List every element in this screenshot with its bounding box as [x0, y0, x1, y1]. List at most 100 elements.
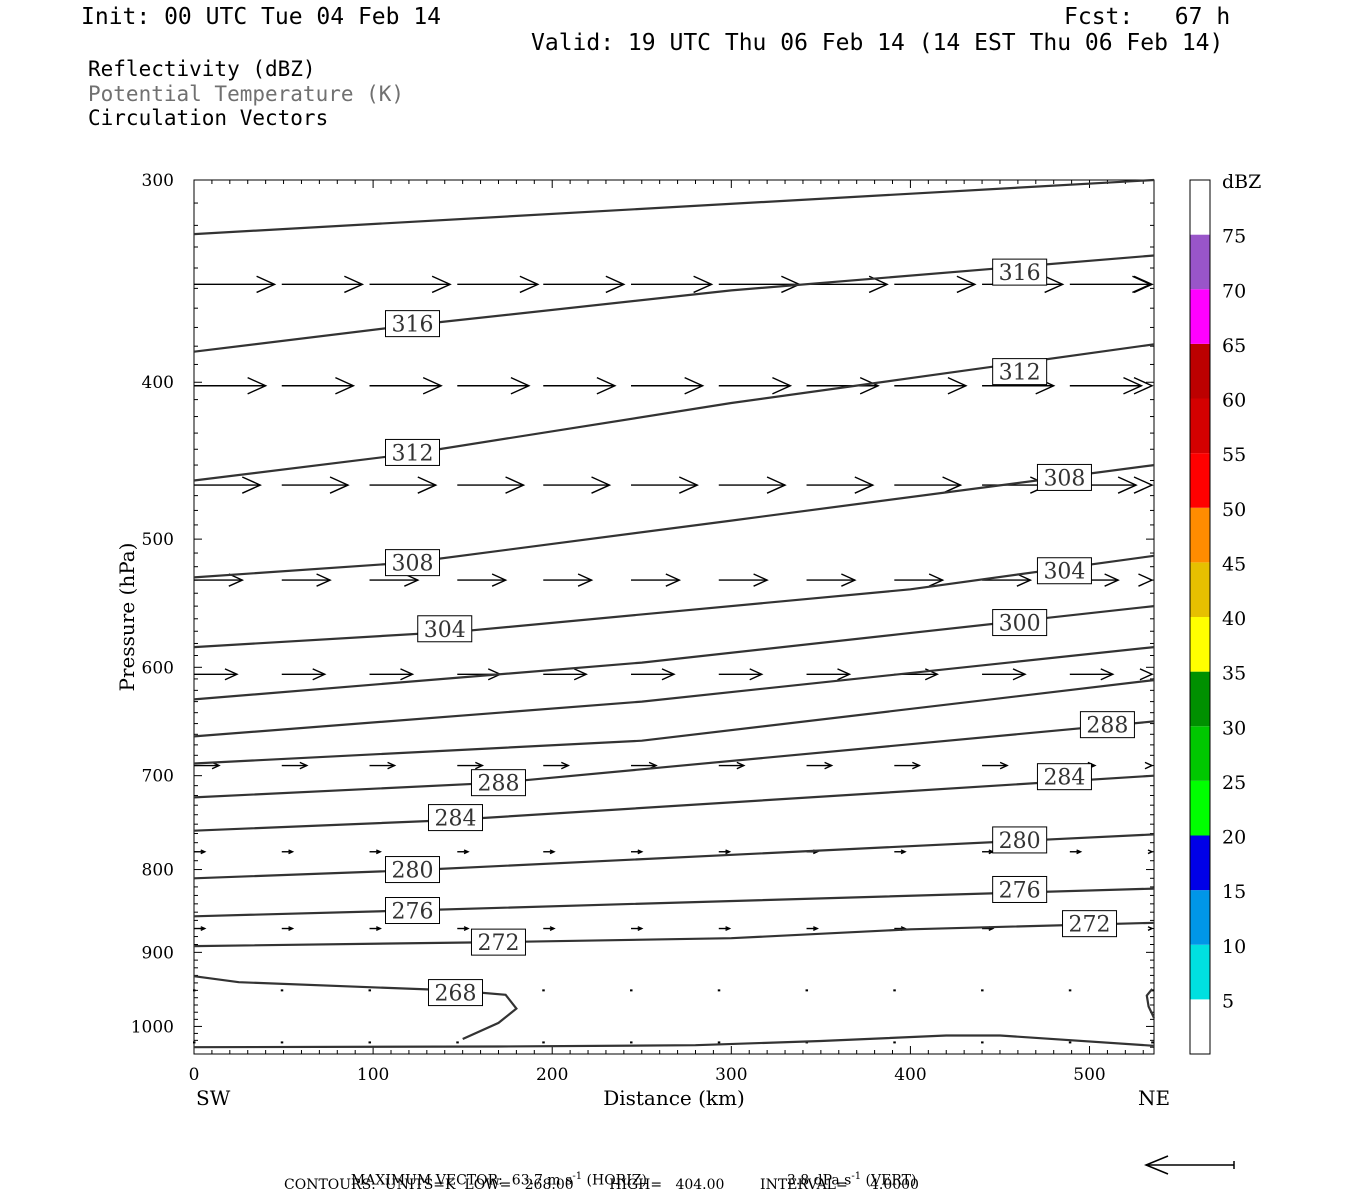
vector-arrowhead — [753, 573, 769, 587]
colorbar-label: 5 — [1222, 990, 1234, 1012]
vector-point — [981, 1041, 984, 1044]
colorbar-label: 60 — [1222, 390, 1246, 412]
vector-point — [717, 989, 721, 992]
isentrope-label-box — [470, 769, 526, 797]
isentrope-label: 268 — [434, 982, 476, 1007]
isentrope-284 — [193, 774, 1155, 832]
isentrope-label: 284 — [434, 807, 476, 832]
vector-arrowhead — [241, 476, 262, 494]
vector-point — [630, 989, 633, 992]
vector-arrowhead — [678, 476, 699, 494]
vector-arrowhead — [928, 573, 945, 587]
vector-arrowhead — [693, 275, 714, 294]
vector-arrowhead — [766, 476, 787, 494]
vector-arrowhead — [1123, 377, 1144, 395]
vector-arrowhead — [841, 573, 857, 587]
x-end-label-right: NE — [1138, 1086, 1170, 1110]
vector-arrowhead — [1147, 849, 1154, 855]
vector-point — [981, 989, 984, 992]
vector-arrowhead — [475, 761, 485, 770]
colorbar-segment — [1190, 343, 1210, 399]
vector-arrowhead — [200, 849, 207, 855]
isentrope-label-box — [470, 928, 526, 956]
isentrope-label: 288 — [477, 772, 519, 797]
isentrope-label-box — [992, 826, 1048, 854]
vector-point — [193, 1041, 196, 1044]
isentrope-308 — [193, 464, 1155, 579]
vector-arrowhead — [947, 377, 968, 395]
colorbar-label: 45 — [1222, 553, 1246, 575]
x-tick-label: 100 — [357, 1065, 389, 1085]
y-tick-label: 600 — [142, 658, 174, 678]
isentrope-label-box — [385, 549, 441, 577]
vector-arrowhead — [422, 377, 443, 395]
x-tick-label: 0 — [189, 1065, 200, 1085]
colorbar-label: 25 — [1222, 772, 1246, 794]
vector-arrowhead — [256, 275, 277, 294]
vector-arrowhead — [491, 573, 508, 587]
isentrope-296 — [193, 646, 1155, 738]
isentrope-304 — [193, 554, 1155, 649]
x-end-label-left: SW — [196, 1086, 231, 1110]
vector-arrowhead — [228, 573, 245, 587]
vector-arrowhead — [1104, 573, 1120, 587]
isentrope-label: 304 — [1043, 560, 1085, 585]
vector-point — [280, 1041, 284, 1044]
vector-arrowhead — [736, 761, 746, 770]
isentrope-label-box — [417, 615, 473, 643]
vector-arrowhead — [417, 476, 438, 494]
vector-arrowhead — [824, 761, 834, 770]
isentrope-label: 316 — [392, 313, 434, 338]
vector-arrowhead — [1100, 668, 1115, 681]
vector-arrowhead — [1076, 849, 1083, 855]
vector-arrowhead — [725, 926, 732, 931]
vector-arrowhead — [772, 377, 793, 395]
vector-arrowhead — [637, 849, 644, 855]
colorbar-segment — [1190, 835, 1210, 891]
vector-arrowhead — [854, 476, 875, 494]
colorbar-segment — [1190, 890, 1210, 945]
colorbar-label: 55 — [1222, 444, 1246, 466]
vector-arrowhead — [665, 573, 682, 587]
max-vector-vert-exp: -1 — [851, 1171, 862, 1182]
max-vector-note: MAXIMUM VECTOR: 63.7 m s-1 (HORIZ) — [342, 1158, 647, 1188]
isentrope-label: 300 — [999, 612, 1041, 637]
y-tick-label: 900 — [142, 943, 174, 963]
field-potential-temperature: Potential Temperature (K) — [88, 82, 405, 106]
vector-arrowhead — [749, 668, 764, 681]
vector-point — [893, 989, 896, 992]
vector-arrowhead — [1147, 926, 1154, 931]
colorbar-segment — [1190, 726, 1210, 781]
vector-point — [805, 989, 809, 992]
colorbar-segment — [1190, 671, 1210, 727]
isentrope-label: 276 — [999, 878, 1041, 903]
vector-arrowhead — [1139, 668, 1154, 681]
vector-point — [280, 989, 284, 992]
isentrope-label: 304 — [424, 618, 466, 643]
vector-arrowhead — [912, 761, 922, 770]
vector-point — [893, 1041, 896, 1044]
colorbar-label: 50 — [1222, 499, 1246, 521]
vector-point — [368, 1041, 372, 1044]
y-tick-label: 500 — [142, 530, 174, 550]
vector-arrowhead — [400, 668, 415, 681]
vector-arrowhead — [577, 573, 594, 587]
vector-arrowhead — [596, 377, 617, 395]
colorbar-segment — [1190, 562, 1210, 617]
reference-vector-head — [1144, 1155, 1169, 1175]
init-time: Init: 00 UTC Tue 04 Feb 14 — [81, 4, 442, 30]
max-vector-vert-note: 3.8 dPa s-1 (VERT) — [778, 1158, 917, 1188]
max-vector-horiz: MAXIMUM VECTOR: 63.7 m s — [350, 1172, 573, 1189]
colorbar-segment — [1190, 999, 1210, 1054]
isentrope-label: 308 — [392, 552, 434, 577]
vector-arrowhead — [725, 849, 732, 855]
colorbar-segment — [1190, 289, 1210, 344]
colorbar-frame — [1189, 179, 1211, 1055]
field-reflectivity: Reflectivity (dBZ) — [88, 57, 316, 81]
colorbar-segment — [1190, 453, 1210, 508]
max-vector-horiz-exp: -1 — [572, 1171, 583, 1182]
vector-point — [456, 1041, 459, 1044]
vector-arrowhead — [1138, 573, 1154, 587]
vector-point — [1068, 1041, 1072, 1044]
